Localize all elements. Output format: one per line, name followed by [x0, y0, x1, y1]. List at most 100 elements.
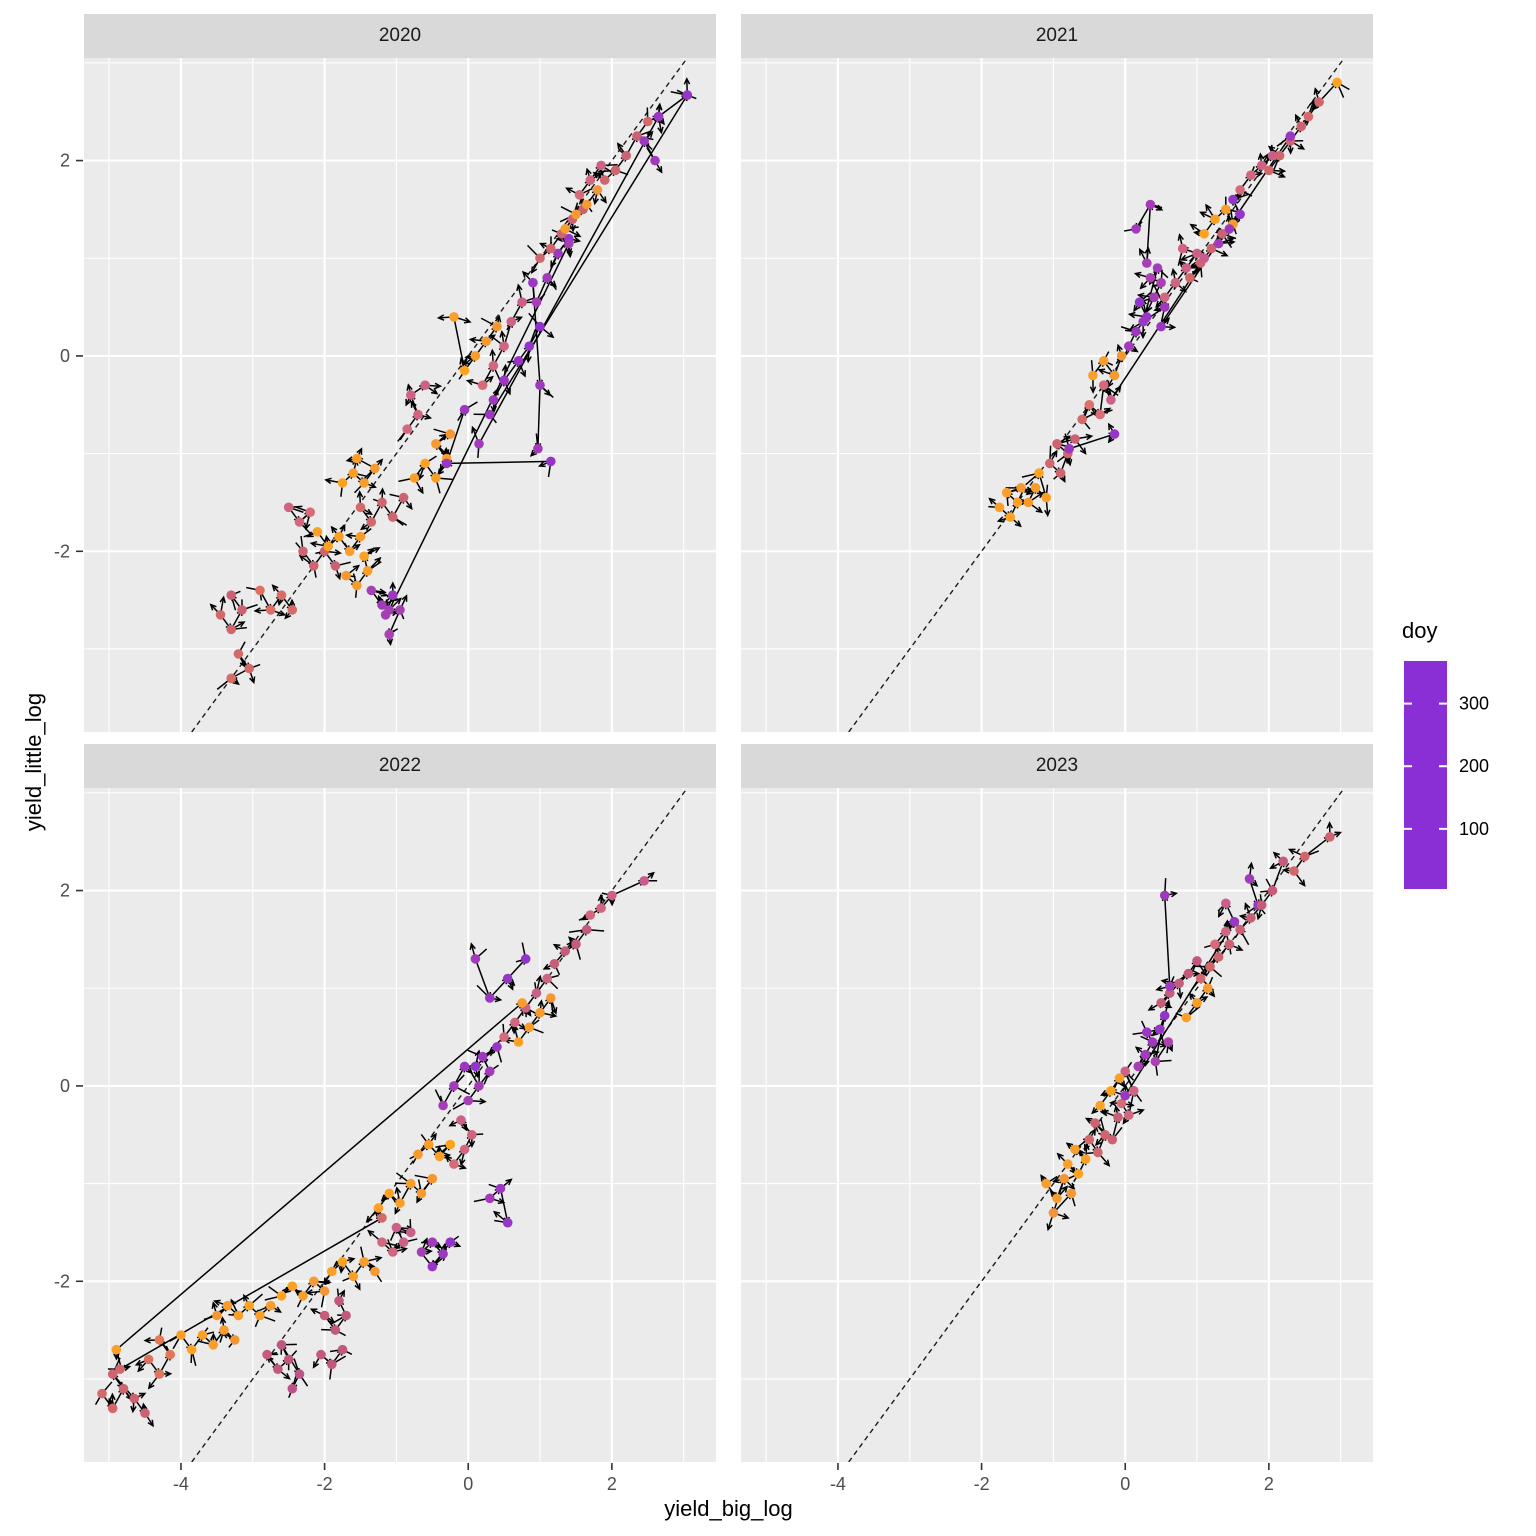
data-point — [495, 1183, 506, 1194]
arrowhead — [434, 1241, 443, 1249]
arrowhead — [324, 477, 332, 485]
arrowhead — [465, 1067, 474, 1075]
data-point — [510, 1017, 520, 1028]
movement-segment — [453, 316, 466, 371]
data-point — [359, 551, 369, 561]
arrowhead — [508, 978, 516, 987]
data-point — [621, 150, 631, 161]
arrowhead — [1227, 237, 1235, 244]
data-point — [1106, 1086, 1116, 1096]
data-point — [312, 527, 323, 537]
data-point — [244, 1300, 254, 1311]
identity-line — [848, 58, 1345, 732]
arrowhead — [530, 266, 538, 275]
data-point — [1235, 209, 1245, 220]
arrowhead — [1116, 343, 1123, 352]
legend-title: doy — [1402, 618, 1438, 643]
data-point — [513, 356, 524, 366]
data-point — [344, 546, 355, 557]
data-point — [485, 409, 495, 420]
arrowhead — [521, 270, 529, 278]
arrowhead — [430, 388, 439, 395]
arrowhead — [373, 547, 381, 554]
data-point — [1138, 316, 1148, 327]
arrowhead — [249, 676, 256, 685]
arrowhead — [996, 516, 1005, 523]
arrowhead — [406, 383, 413, 391]
data-point — [1244, 874, 1255, 884]
data-point — [585, 910, 596, 920]
arrowhead — [573, 231, 582, 238]
data-point — [276, 590, 287, 600]
data-point — [226, 624, 236, 635]
arrowhead — [608, 898, 616, 907]
data-point — [309, 1276, 319, 1287]
arrowhead — [1244, 902, 1251, 910]
arrowhead — [473, 1070, 480, 1079]
movement-segment — [499, 1188, 509, 1223]
arrowhead — [213, 1299, 221, 1306]
arrowhead — [490, 405, 497, 414]
data-point — [359, 1257, 369, 1267]
data-point — [1206, 243, 1217, 254]
arrowhead — [1199, 211, 1207, 218]
arrowhead — [1122, 1083, 1129, 1092]
data-point — [244, 663, 254, 674]
arrowhead — [1097, 368, 1106, 375]
data-point — [1098, 356, 1109, 366]
data-point — [1106, 395, 1116, 405]
arrowhead — [1334, 831, 1342, 838]
legend-tick-label: 200 — [1459, 756, 1489, 776]
data-point — [388, 1247, 398, 1257]
arrowhead — [1094, 1138, 1102, 1147]
data-point — [571, 939, 581, 950]
data-point — [255, 1310, 265, 1321]
data-point — [215, 610, 226, 620]
arrowhead — [1153, 305, 1161, 312]
arrowhead — [417, 473, 425, 481]
data-point — [1052, 439, 1062, 449]
arrowhead — [147, 1382, 155, 1390]
data-point — [1001, 487, 1012, 498]
arrowhead — [339, 523, 346, 532]
arrowhead — [469, 942, 476, 951]
data-point — [420, 380, 430, 391]
arrowhead — [365, 508, 373, 516]
data-point — [1100, 1130, 1110, 1140]
data-point — [1285, 131, 1296, 141]
arrowhead — [436, 314, 445, 321]
arrowhead — [1189, 261, 1198, 268]
data-point — [592, 185, 603, 195]
data-point — [653, 111, 664, 122]
data-point — [517, 998, 527, 1008]
arrowhead — [379, 487, 386, 495]
facet-panel-2021 — [741, 58, 1373, 732]
data-point — [176, 1330, 186, 1340]
x-tick-label: 0 — [463, 1474, 473, 1494]
arrowhead — [1133, 304, 1140, 313]
facet-strip-2021: 2021 — [741, 14, 1373, 58]
data-point — [212, 1310, 222, 1321]
arrowhead — [656, 166, 663, 174]
data-point — [596, 160, 606, 171]
arrowhead — [434, 382, 443, 390]
data-point — [1005, 512, 1016, 522]
arrowhead — [353, 543, 361, 551]
arrowhead — [544, 389, 552, 397]
data-point — [571, 209, 581, 220]
arrowhead — [368, 1262, 376, 1270]
arrowhead — [210, 1332, 217, 1341]
data-point — [639, 136, 649, 146]
data-point — [1213, 238, 1224, 249]
data-point — [1177, 243, 1188, 254]
data-point — [208, 1340, 219, 1350]
data-point — [1114, 1073, 1125, 1083]
arrowhead — [1134, 1046, 1143, 1054]
data-point — [1224, 939, 1235, 950]
data-point — [287, 1383, 298, 1394]
arrowhead — [1091, 1107, 1099, 1115]
data-point — [1156, 321, 1166, 332]
arrowhead — [1155, 204, 1164, 211]
arrowhead — [1133, 271, 1142, 279]
data-point — [1116, 351, 1127, 361]
